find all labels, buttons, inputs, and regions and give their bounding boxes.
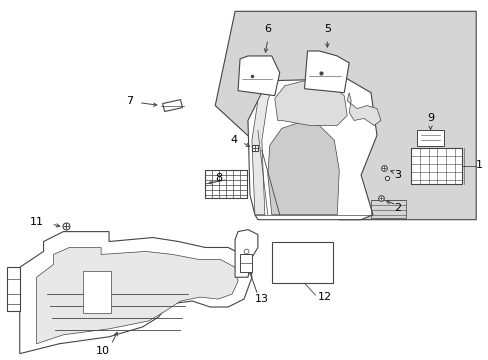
Text: 6: 6 — [264, 24, 271, 34]
Polygon shape — [238, 56, 279, 96]
Polygon shape — [7, 267, 20, 311]
Polygon shape — [235, 230, 257, 277]
Polygon shape — [163, 100, 182, 112]
Text: 3: 3 — [393, 170, 400, 180]
Text: 8: 8 — [215, 173, 222, 183]
Text: 1: 1 — [475, 160, 482, 170]
Polygon shape — [215, 11, 475, 220]
Text: 10: 10 — [96, 346, 110, 356]
Text: 12: 12 — [317, 292, 331, 302]
Bar — [240, 255, 251, 272]
Text: 11: 11 — [29, 217, 43, 227]
Polygon shape — [346, 93, 380, 125]
Polygon shape — [304, 51, 348, 93]
Text: 7: 7 — [125, 96, 133, 105]
Text: 4: 4 — [230, 135, 238, 145]
Polygon shape — [274, 81, 346, 125]
Text: 5: 5 — [323, 24, 330, 34]
Text: 9: 9 — [426, 113, 433, 123]
Polygon shape — [251, 81, 274, 215]
Polygon shape — [37, 247, 238, 344]
Bar — [416, 130, 444, 146]
Bar — [271, 242, 333, 283]
Bar — [370, 200, 405, 218]
Bar — [205, 170, 246, 198]
Polygon shape — [247, 79, 376, 220]
Text: 13: 13 — [254, 294, 268, 304]
Polygon shape — [267, 122, 339, 215]
Polygon shape — [20, 231, 251, 354]
Bar — [410, 148, 461, 184]
Text: 2: 2 — [393, 203, 400, 213]
Bar — [83, 271, 111, 313]
